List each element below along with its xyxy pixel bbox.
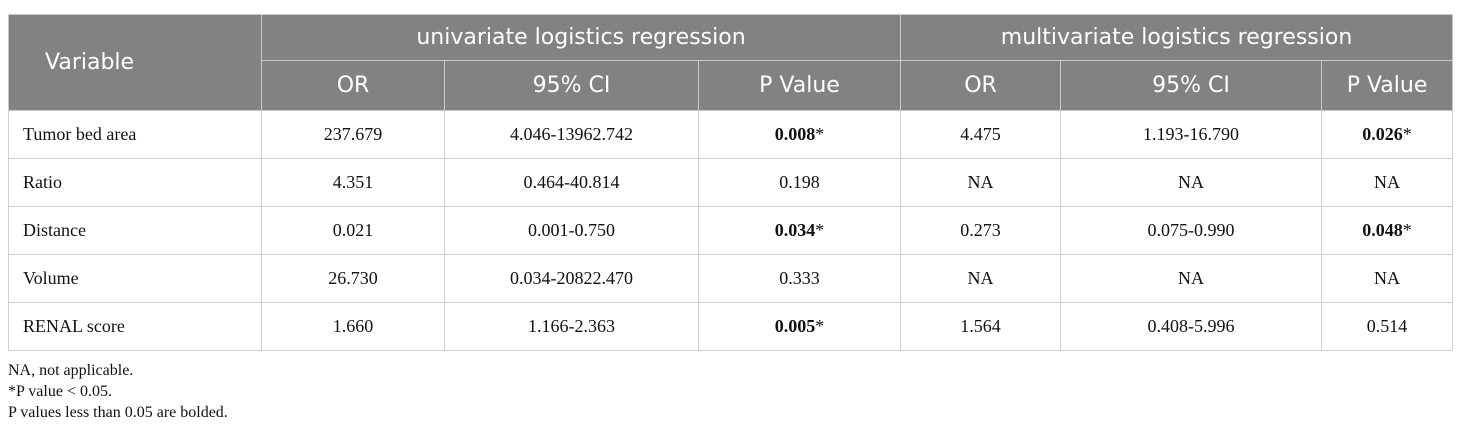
uni-ci-cell: 0.464-40.814 — [444, 158, 699, 207]
regression-table: Variable univariate logistics regression… — [8, 14, 1454, 351]
footnote-significance: *P value < 0.05. — [8, 383, 112, 400]
regression-table-wrapper: Variable univariate logistics regression… — [8, 14, 1454, 423]
multi-or-cell: 4.475 — [900, 110, 1062, 159]
header-row-group: Variable univariate logistics regression… — [8, 14, 1454, 111]
significance-star: * — [1402, 220, 1412, 240]
significance-star: * — [1402, 124, 1412, 144]
header-univariate: univariate logistics regression — [260, 14, 902, 61]
row-label: Ratio — [8, 158, 262, 207]
uni-p-cell: 0.198 — [697, 158, 902, 207]
multi-or-cell: 1.564 — [900, 302, 1062, 351]
uni-or-cell: 0.021 — [261, 206, 445, 255]
p-value-bold: 0.026 — [1362, 124, 1403, 144]
p-value-bold: 0.048 — [1362, 220, 1403, 240]
multi-p-cell: 0.048* — [1321, 206, 1454, 255]
header-uni-or: OR — [261, 60, 445, 111]
header-multi-or: OR — [900, 60, 1062, 111]
row-label: RENAL score — [8, 302, 262, 351]
footnote-na: NA, not applicable. — [8, 362, 134, 379]
table-row: Tumor bed area 237.679 4.046-13962.742 0… — [8, 110, 1454, 159]
uni-p-cell: 0.008* — [697, 110, 902, 159]
table-row: Volume 26.730 0.034-20822.470 0.333 NA N… — [8, 254, 1454, 303]
uni-ci-cell: 4.046-13962.742 — [444, 110, 699, 159]
uni-ci-cell: 0.001-0.750 — [444, 206, 699, 255]
p-value-bold: 0.005 — [774, 316, 816, 336]
header-variable: Variable — [8, 14, 262, 111]
table-row: Ratio 4.351 0.464-40.814 0.198 NA NA NA — [8, 158, 1454, 207]
uni-p-cell: 0.005* — [697, 302, 902, 351]
uni-ci-cell: 0.034-20822.470 — [444, 254, 699, 303]
p-value-bold: 0.008 — [774, 124, 816, 144]
significance-star: * — [815, 220, 825, 240]
header-uni-p: P Value — [697, 60, 902, 111]
p-value: NA — [1374, 268, 1401, 288]
multi-p-cell: NA — [1321, 158, 1454, 207]
multi-ci-cell: NA — [1060, 254, 1323, 303]
multi-p-cell: NA — [1321, 254, 1454, 303]
header-multi-ci: 95% CI — [1060, 60, 1323, 111]
uni-or-cell: 237.679 — [261, 110, 445, 159]
multi-ci-cell: 0.075-0.990 — [1060, 206, 1323, 255]
table-row: RENAL score 1.660 1.166-2.363 0.005* 1.5… — [8, 302, 1454, 351]
uni-p-cell: 0.034* — [697, 206, 902, 255]
header-row-columns: OR 95% CI P Value OR 95% CI P Value — [9, 60, 1454, 111]
row-label: Tumor bed area — [8, 110, 262, 159]
multi-p-cell: 0.026* — [1321, 110, 1454, 159]
multi-or-cell: NA — [900, 254, 1062, 303]
footnote-bold: P values less than 0.05 are bolded. — [8, 404, 228, 421]
multi-p-cell: 0.514 — [1321, 302, 1454, 351]
significance-star: * — [815, 316, 825, 336]
header-multivariate: multivariate logistics regression — [900, 14, 1454, 61]
header-uni-ci: 95% CI — [444, 60, 699, 111]
uni-or-cell: 4.351 — [261, 158, 445, 207]
multi-or-cell: 0.273 — [900, 206, 1062, 255]
multi-ci-cell: NA — [1060, 158, 1323, 207]
multi-ci-cell: 0.408-5.996 — [1060, 302, 1323, 351]
p-value: 0.198 — [779, 172, 820, 192]
multi-ci-cell: 1.193-16.790 — [1060, 110, 1323, 159]
row-label: Volume — [8, 254, 262, 303]
uni-or-cell: 26.730 — [261, 254, 445, 303]
uni-ci-cell: 1.166-2.363 — [444, 302, 699, 351]
uni-p-cell: 0.333 — [697, 254, 902, 303]
p-value-bold: 0.034 — [774, 220, 816, 240]
uni-or-cell: 1.660 — [261, 302, 445, 351]
multi-or-cell: NA — [900, 158, 1062, 207]
table-row: Distance 0.021 0.001-0.750 0.034* 0.273 … — [8, 206, 1454, 255]
p-value: 0.514 — [1366, 316, 1408, 336]
p-value: NA — [1374, 172, 1401, 192]
row-label: Distance — [8, 206, 262, 255]
table-footnotes: NA, not applicable. *P value < 0.05. P v… — [8, 360, 1452, 423]
p-value: 0.333 — [779, 268, 820, 288]
significance-star: * — [815, 124, 825, 144]
header-multi-p: P Value — [1321, 60, 1454, 111]
